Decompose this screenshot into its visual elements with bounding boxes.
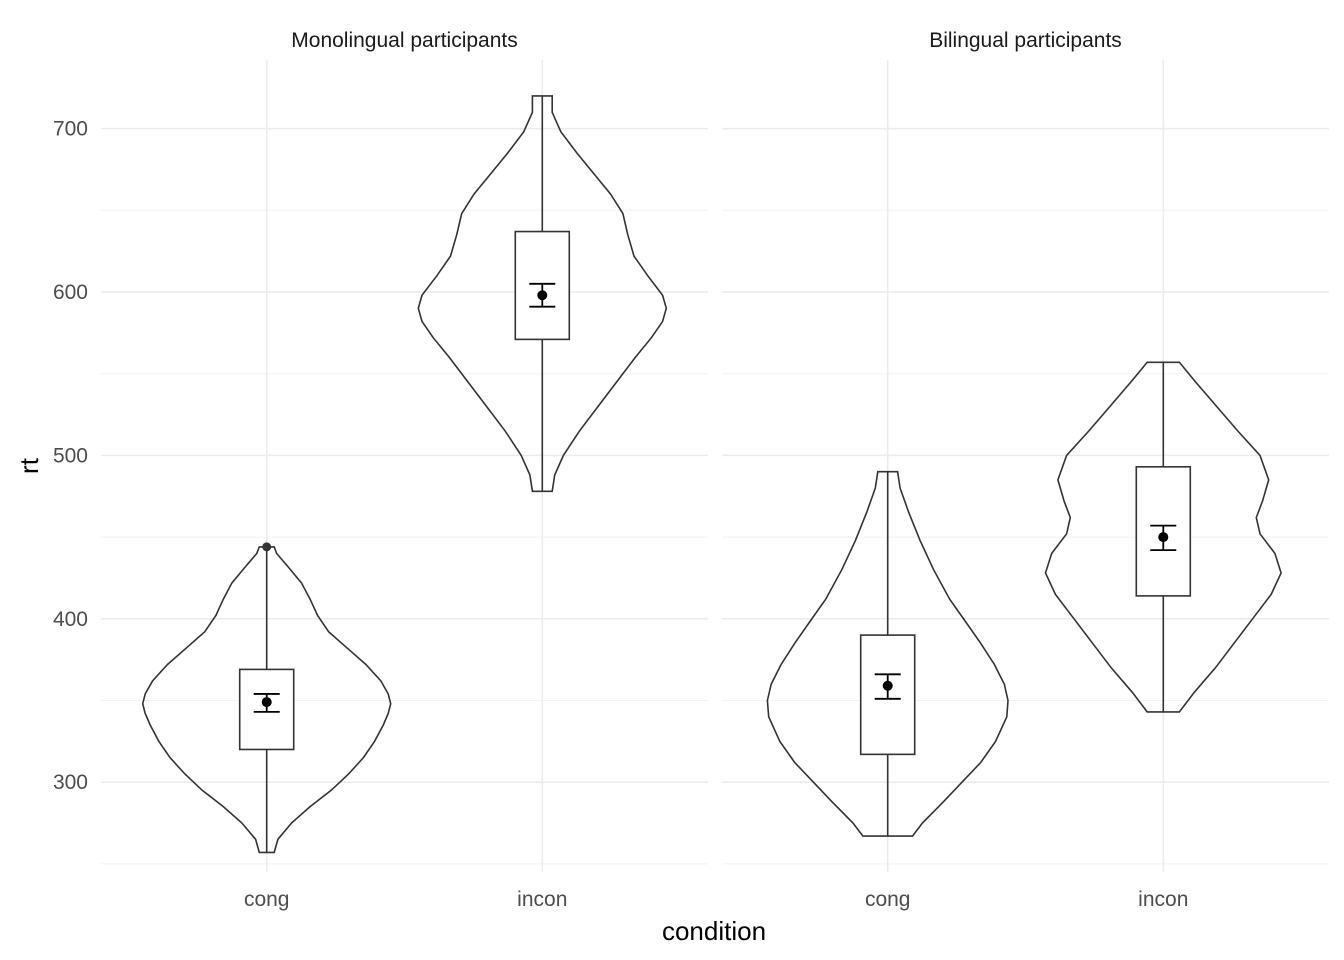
y-tick-label: 600: [53, 281, 88, 304]
panel-2: Bilingual participants cong incon: [766, 29, 1282, 911]
y-tick-label: 700: [53, 118, 88, 141]
mean-point: [261, 697, 272, 708]
y-tick-label: 500: [53, 444, 88, 467]
x-tick-label: incon: [1138, 888, 1188, 911]
y-axis: 300 400 500 600 700: [53, 118, 88, 795]
violin-cong: [141, 546, 392, 854]
violin-incon: [417, 95, 668, 493]
x-tick-label: cong: [865, 888, 911, 911]
panel-title: Monolingual participants: [291, 29, 517, 52]
x-axis-title: condition: [662, 916, 766, 946]
outlier-point: [262, 542, 272, 552]
violin-incon: [1044, 361, 1282, 713]
mean-point: [537, 290, 548, 301]
mean-point: [1158, 532, 1169, 543]
x-tick-label: cong: [244, 888, 290, 911]
panel-title: Bilingual participants: [929, 29, 1122, 52]
mean-point: [882, 680, 893, 691]
y-tick-label: 400: [53, 608, 88, 631]
violin-cong: [766, 470, 1009, 837]
x-tick-label: incon: [517, 888, 567, 911]
y-tick-label: 300: [53, 771, 88, 794]
y-axis-title: rt: [14, 457, 44, 474]
panel-1: Monolingual participants cong incon: [141, 29, 668, 911]
